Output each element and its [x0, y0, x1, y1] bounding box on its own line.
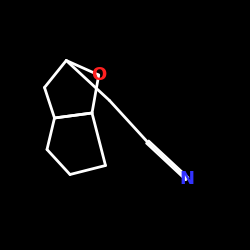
Text: N: N	[180, 170, 194, 188]
Text: O: O	[91, 66, 106, 84]
